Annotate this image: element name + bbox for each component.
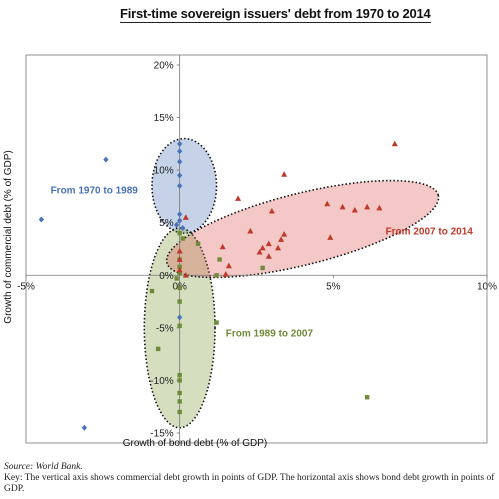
source-note: Source: World Bank. — [4, 462, 83, 472]
data-point — [351, 206, 358, 213]
data-point — [177, 285, 182, 291]
data-point — [364, 203, 371, 210]
data-point — [219, 243, 226, 250]
ellipse-annotation: From 2007 to 2014 — [386, 226, 474, 237]
scatter-chart: -5%0%5%10%20%15%10%5%0%-5%-10%-15%Growth… — [3, 54, 497, 449]
period-ellipse — [151, 137, 218, 235]
data-point — [376, 204, 383, 211]
data-point — [177, 378, 182, 383]
period-ellipse — [165, 179, 440, 279]
data-point — [222, 271, 229, 277]
data-point — [275, 244, 282, 251]
x-axis-title: Growth of bond debt (% of GDP) — [123, 438, 268, 449]
data-point — [391, 140, 398, 147]
data-point — [176, 247, 183, 254]
data-point — [155, 346, 161, 352]
data-point — [278, 236, 285, 242]
y-tick-label: 10% — [154, 166, 174, 177]
data-point — [103, 156, 109, 163]
data-point — [38, 216, 44, 223]
data-point — [177, 217, 183, 224]
data-point — [265, 253, 272, 259]
data-point — [339, 203, 346, 210]
data-point — [177, 399, 182, 404]
y-axis-title: Growth of commercial debt (% of GDP) — [3, 150, 14, 323]
data-point — [182, 272, 189, 278]
data-point — [177, 158, 183, 165]
data-point — [260, 265, 265, 271]
data-point — [217, 257, 222, 262]
x-tick-label: -5% — [17, 281, 35, 292]
data-point — [177, 182, 183, 189]
data-point — [268, 207, 275, 214]
points-layer — [38, 140, 398, 431]
data-point — [177, 390, 182, 396]
data-point — [256, 248, 263, 255]
data-point — [177, 231, 182, 236]
data-point — [225, 262, 232, 269]
axes-layer: -5%0%5%10%20%15%10%5%0%-5%-10%-15%Growth… — [3, 55, 497, 449]
ellipses-layer — [143, 137, 440, 429]
data-point — [247, 227, 254, 234]
data-point — [180, 236, 185, 241]
y-tick-label: 0% — [159, 271, 174, 282]
data-point — [177, 148, 183, 155]
data-point — [177, 140, 183, 147]
data-point — [265, 240, 272, 247]
data-point — [180, 224, 186, 231]
data-point — [177, 211, 183, 218]
data-point — [81, 424, 87, 431]
data-point — [182, 214, 189, 220]
data-point — [174, 276, 179, 281]
data-point — [173, 221, 180, 228]
y-tick-label: 15% — [154, 113, 174, 124]
y-tick-label: -5% — [156, 323, 174, 334]
plot-frame — [25, 54, 488, 444]
labels-layer: From 1970 to 1989 From 1989 to 2007 From 2… — [51, 185, 474, 339]
data-point — [364, 395, 370, 400]
data-point — [195, 241, 201, 246]
data-point — [177, 314, 183, 321]
data-point — [176, 266, 183, 273]
data-point — [214, 273, 219, 278]
ellipse-annotation: From 1989 to 2007 — [226, 328, 314, 339]
y-tick-label: -10% — [150, 376, 173, 387]
chart-footnote: Source: World Bank. Key: The vertical ax… — [4, 462, 496, 495]
data-point — [235, 195, 242, 201]
chart-title: First-time sovereign issuers' debt from … — [120, 6, 431, 23]
y-tick-label: 5% — [159, 218, 174, 229]
data-point — [177, 323, 182, 328]
data-point — [281, 231, 288, 237]
data-point — [149, 288, 155, 294]
y-tick-label: -15% — [150, 429, 173, 440]
ellipse-annotation: From 1970 to 1989 — [51, 185, 139, 196]
data-point — [324, 200, 331, 207]
data-point — [281, 171, 288, 177]
key-note: Key: The vertical axis shows commercial … — [4, 473, 495, 494]
data-point — [327, 234, 334, 240]
data-point — [259, 244, 266, 251]
data-point — [177, 372, 182, 378]
data-point — [214, 320, 219, 325]
data-point — [177, 270, 182, 276]
data-point — [177, 172, 183, 179]
data-point — [177, 409, 182, 415]
x-tick-label: 10% — [477, 281, 497, 292]
data-point — [176, 256, 183, 262]
y-tick-label: 20% — [154, 61, 174, 72]
data-point — [177, 299, 182, 304]
x-tick-label: 5% — [326, 281, 341, 292]
